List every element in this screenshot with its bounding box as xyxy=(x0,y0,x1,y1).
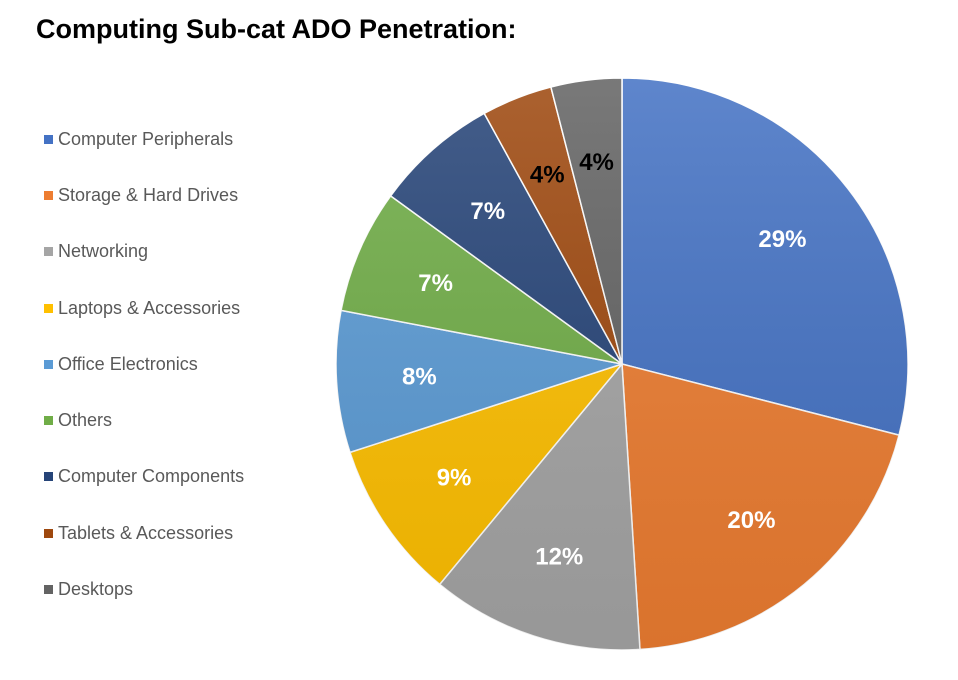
legend-label: Office Electronics xyxy=(58,353,198,374)
legend-item-networking: Networking xyxy=(44,224,244,280)
slice-label-computer-peripherals: 29% xyxy=(758,226,806,253)
legend-label: Tablets & Accessories xyxy=(58,522,234,543)
legend-item-computer-components: Computer Components xyxy=(44,449,244,505)
legend-item-computer-peripherals: Computer Peripherals xyxy=(44,111,244,167)
slice-label-laptops-and-accessories: 9% xyxy=(437,465,472,492)
legend-swatch xyxy=(44,359,53,369)
legend-label: Others xyxy=(58,410,113,431)
chart-legend: Computer Peripherals Storage & Hard Drive… xyxy=(44,111,244,618)
legend-swatch xyxy=(44,190,53,200)
legend-label: Laptops & Accessories xyxy=(58,297,241,318)
slice-label-office-electronics: 8% xyxy=(402,363,437,390)
legend-label: Computer Peripherals xyxy=(58,128,234,149)
slice-label-others: 7% xyxy=(418,270,453,297)
legend-item-storage-and-hard-drives: Storage & Hard Drives xyxy=(44,167,244,223)
legend-swatch xyxy=(44,303,53,313)
chart-title: Computing Sub-cat ADO Penetration: xyxy=(36,14,517,44)
legend-label: Computer Components xyxy=(58,466,245,487)
legend-item-office-electronics: Office Electronics xyxy=(44,336,244,392)
slice-label-computer-components: 7% xyxy=(470,198,505,225)
legend-swatch xyxy=(44,472,53,482)
slice-label-tablets-and-accessories: 4% xyxy=(530,162,565,189)
legend-item-others: Others xyxy=(44,392,244,448)
slice-label-networking: 12% xyxy=(535,544,583,571)
slice-label-desktops: 4% xyxy=(579,149,614,176)
legend-swatch xyxy=(44,416,53,426)
legend-swatch xyxy=(44,247,53,257)
legend-label: Desktops xyxy=(58,579,134,600)
legend-item-laptops-and-accessories: Laptops & Accessories xyxy=(44,280,244,336)
pie-slice-labels: 29% 20% 12% 9% 8% 7% 7% 4% 4% xyxy=(402,149,806,571)
legend-item-tablets-and-accessories: Tablets & Accessories xyxy=(44,505,244,561)
legend-item-desktops: Desktops xyxy=(44,561,244,617)
legend-label: Storage & Hard Drives xyxy=(58,184,239,205)
legend-label: Networking xyxy=(58,241,149,262)
legend-swatch xyxy=(44,134,53,144)
legend-swatch xyxy=(44,585,53,595)
slice-label-storage-and-hard-drives: 20% xyxy=(727,507,775,534)
legend-swatch xyxy=(44,528,53,538)
